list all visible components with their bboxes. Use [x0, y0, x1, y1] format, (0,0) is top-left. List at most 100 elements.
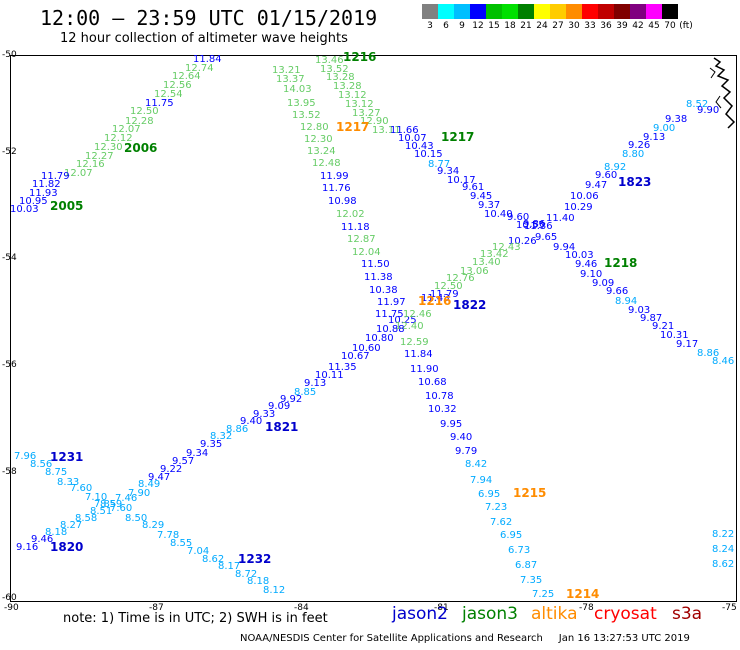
x-axis-label: -84 [294, 603, 309, 613]
wave-height-point: 9.46 [31, 534, 54, 545]
wave-height-point: 8.12 [263, 585, 286, 596]
wave-height-point: 8.75 [45, 467, 68, 478]
y-axis-label: -60 [2, 593, 17, 603]
legend-value: 6 [443, 21, 449, 31]
legend-value: 39 [616, 21, 628, 31]
wave-height-point: 9.21 [652, 321, 675, 332]
wave-height-point: 10.11 [315, 370, 344, 381]
track-time-label: 1216 [418, 294, 452, 308]
wave-height-point: 10.15 [414, 149, 443, 160]
wave-height-point: 8.86 [226, 424, 249, 435]
wave-height-point: 8.29 [142, 520, 165, 531]
wave-height-point: 8.18 [45, 527, 68, 538]
wave-height-point: 12.07 [112, 124, 141, 135]
wave-height-point: 12.27 [85, 151, 114, 162]
wave-height-point: 12.30 [94, 142, 123, 153]
wave-height-point: 9.16 [16, 542, 39, 553]
wave-height-point: 11.79 [430, 289, 459, 300]
wave-height-point: 9.94 [553, 242, 576, 253]
wave-height-point: 9.17 [676, 339, 699, 350]
legend-swatch [422, 4, 438, 19]
wave-height-point: 9.13 [304, 378, 327, 389]
wave-height-point: 13.95 [287, 98, 316, 109]
wave-height-point: 8.77 [428, 159, 451, 170]
legend-value: 30 [568, 21, 580, 31]
legend-swatch [550, 4, 566, 19]
mission-legend-jason3: jason3 [462, 604, 518, 624]
track-time-label: 1821 [265, 420, 299, 434]
legend-swatch [566, 4, 582, 19]
wave-height-point: 10.55 [516, 220, 545, 231]
wave-height-point: 8.27 [60, 520, 83, 531]
wave-height-point: 9.66 [606, 286, 629, 297]
wave-height-point: 11.90 [410, 364, 439, 375]
legend-swatch [614, 4, 630, 19]
wave-height-point: 10.88 [376, 324, 405, 335]
track-time-label: 1217 [441, 130, 475, 144]
legend-value: 12 [472, 21, 484, 31]
wave-height-point: 9.26 [628, 140, 651, 151]
wave-height-point: 8.33 [57, 477, 80, 488]
wave-height-point: 9.47 [148, 472, 171, 483]
wave-height-point: 7.10 [85, 492, 108, 503]
wave-height-point: 13.28 [333, 81, 362, 92]
wave-height-point: 7.46 [115, 493, 138, 504]
legend-swatch [582, 4, 598, 19]
wave-height-point: 13.40 [472, 257, 501, 268]
y-axis-label: -56 [2, 360, 17, 370]
wave-height-point: 11.38 [364, 272, 393, 283]
wave-height-point: 9.34 [437, 166, 460, 177]
wave-height-point: 12.54 [154, 89, 183, 100]
track-time-label: 1822 [453, 298, 487, 312]
wave-height-point: 8.46 [712, 356, 735, 367]
wave-height-point: 7.25 [532, 589, 555, 600]
wave-height-point: 11.75 [145, 98, 174, 109]
legend-value: 18 [504, 21, 516, 31]
wave-height-point: 12.59 [400, 337, 429, 348]
wave-height-point: 12.30 [304, 134, 333, 145]
wave-height-point: 9.33 [253, 409, 276, 420]
wave-height-point: 9.90 [697, 105, 720, 116]
legend-swatch [438, 4, 454, 19]
wave-height-point: 8.56 [30, 459, 53, 470]
wave-height-point: 9.09 [268, 401, 291, 412]
wave-height-point: 10.68 [418, 377, 447, 388]
wave-height-point: 10.40 [484, 209, 513, 220]
wave-height-point: 11.76 [322, 183, 351, 194]
wave-height-point: 11.84 [404, 349, 433, 360]
wave-height-point: 11.66 [390, 125, 419, 136]
wave-height-point: 12.87 [347, 234, 376, 245]
wave-height-point: 8.85 [294, 387, 317, 398]
track-time-label: 1232 [238, 552, 272, 566]
wave-height-point: 8.59 [100, 499, 123, 510]
wave-height-point: 13.37 [276, 74, 305, 85]
wave-height-point: 11.40 [546, 213, 575, 224]
wave-height-point: 9.40 [450, 432, 473, 443]
wave-height-point: 7.62 [490, 517, 513, 528]
wave-height-point: 13.24 [307, 146, 336, 157]
wave-height-point: 12.16 [76, 159, 105, 170]
wave-height-point: 12.28 [125, 116, 154, 127]
wave-height-point: 9.79 [455, 446, 478, 457]
wave-height-point: 8.18 [247, 576, 270, 587]
wave-height-point: 10.78 [425, 391, 454, 402]
wave-height-point: 12.64 [172, 71, 201, 82]
legend-swatch [454, 4, 470, 19]
mission-legend-altika: altika [531, 604, 578, 624]
wave-height-point: 11.75 [375, 309, 404, 320]
credit-text: NOAA/NESDIS Center for Satellite Applica… [240, 633, 543, 644]
wave-height-point: 12.48 [312, 158, 341, 169]
wave-height-point: 10.03 [10, 204, 39, 215]
wave-height-point: 10.32 [428, 404, 457, 415]
wave-height-point: 10.38 [369, 285, 398, 296]
wave-height-point: 8.58 [75, 513, 98, 524]
wave-height-point: 12.74 [185, 63, 214, 74]
wave-height-point: 8.92 [604, 162, 627, 173]
wave-height-point: 11.35 [328, 362, 357, 373]
map-plot-area [10, 55, 737, 602]
y-axis-label: -50 [2, 50, 17, 60]
timestamp-text: Jan 16 13:27:53 UTC 2019 [558, 633, 690, 644]
wave-height-point: 12.80 [300, 122, 329, 133]
wave-height-point: 7.94 [470, 475, 493, 486]
wave-height-point: 13.46 [315, 55, 344, 66]
